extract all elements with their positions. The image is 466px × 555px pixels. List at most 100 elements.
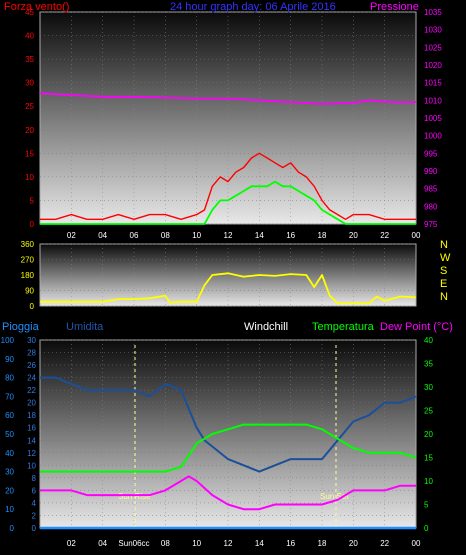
sun-markers: Sun Rise Sun Set xyxy=(118,345,349,528)
wind-tick-label: 0 xyxy=(30,220,35,229)
sunset-label: Sun Set xyxy=(320,492,349,501)
pressure-tick-label: 975 xyxy=(424,220,438,229)
pressure-axis-title: Pressione xyxy=(370,1,419,13)
rain-tick-label: 80 xyxy=(5,374,14,383)
humidity-tick-label: 14 xyxy=(27,436,36,445)
x-tick-label: 22 xyxy=(380,539,389,548)
rain-tick-label: 40 xyxy=(5,449,14,458)
pressure-tick-label: 1020 xyxy=(424,61,442,70)
humidity-tick-label: 22 xyxy=(27,386,36,395)
pressure-tick-label: 1005 xyxy=(424,114,442,123)
humidity-tick-label: 16 xyxy=(27,424,36,433)
wind-gust-line xyxy=(40,180,416,225)
temp-humidity-grid xyxy=(40,339,416,529)
rain-tick-label: 20 xyxy=(5,486,14,495)
x-tick-label: 10 xyxy=(192,231,201,240)
pressure-line xyxy=(39,92,417,105)
x-tick-label: 12 xyxy=(224,231,233,240)
direction-tick-label: 360 xyxy=(21,240,35,249)
humidity-line xyxy=(40,376,417,473)
temperature-tick-label: 5 xyxy=(424,501,429,510)
x-tick-label: 22 xyxy=(380,231,389,240)
rain-tick-label: 50 xyxy=(5,430,14,439)
humidity-tick-label: 30 xyxy=(27,336,36,345)
x-tick-label: 14 xyxy=(255,231,264,240)
wind-direction-grid xyxy=(40,243,416,307)
x-tick-label: 08 xyxy=(161,231,170,240)
direction-tick-label: 270 xyxy=(21,256,35,265)
x-tick-label: 18 xyxy=(318,539,327,548)
pressure-tick-label: 995 xyxy=(424,149,438,158)
wind-tick-label: 20 xyxy=(25,126,34,135)
temperature-tick-label: 40 xyxy=(424,336,433,345)
rain-tick-label: 0 xyxy=(10,524,15,533)
pressure-tick-label: 985 xyxy=(424,185,438,194)
rain-axis-title: Pioggia xyxy=(2,321,40,333)
x-tick-label: 08 xyxy=(161,539,170,548)
humidity-tick-label: 18 xyxy=(27,411,36,420)
temperature-line xyxy=(40,423,417,473)
temperature-tick-label: 0 xyxy=(424,524,429,533)
wind-pressure-x-ticks: 02 04 06 08 10 12 14 16 18 20 22 00 xyxy=(67,231,421,240)
direction-tick-label: 180 xyxy=(21,271,35,280)
x-tick-label: 18 xyxy=(318,231,327,240)
rain-tick-label: 30 xyxy=(5,468,14,477)
sunrise-label: Sun Rise xyxy=(118,492,151,501)
wind-direction-line xyxy=(40,272,417,305)
wind-tick-label: 15 xyxy=(25,149,34,158)
x-tick-label: 00 xyxy=(412,539,421,548)
direction-tick-label: 90 xyxy=(25,287,34,296)
pressure-tick-label: 1000 xyxy=(424,132,442,141)
humidity-tick-label: 4 xyxy=(32,499,37,508)
compass-letter: N xyxy=(440,291,448,303)
compass-letter: W xyxy=(440,252,451,264)
wind-tick-label: 10 xyxy=(25,173,34,182)
wind-speed-line xyxy=(40,152,416,221)
direction-tick-label: 0 xyxy=(30,302,35,311)
humidity-tick-label: 12 xyxy=(27,449,36,458)
pressure-tick-label: 1030 xyxy=(424,26,442,35)
temperature-tick-label: 35 xyxy=(424,360,433,369)
pressure-tick-label: 1025 xyxy=(424,43,442,52)
temperature-tick-label: 25 xyxy=(424,407,433,416)
temperature-tick-label: 20 xyxy=(424,430,433,439)
pressure-tick-label: 990 xyxy=(424,167,438,176)
compass-letter: S xyxy=(440,265,447,277)
x-tick-label: 00 xyxy=(412,231,421,240)
humidity-tick-label: 26 xyxy=(27,361,36,370)
humidity-tick-label: 24 xyxy=(27,374,36,383)
humidity-axis-title: Umidita xyxy=(66,321,104,333)
temperature-axis-title: Temperatura xyxy=(312,321,375,333)
x-tick-label: 14 xyxy=(255,539,264,548)
temp-humidity-series xyxy=(40,376,417,530)
humidity-tick-label: 0 xyxy=(32,524,37,533)
compass-letter: E xyxy=(440,278,447,290)
humidity-tick-label: 10 xyxy=(27,461,36,470)
pressure-tick-label: 980 xyxy=(424,202,438,211)
temperature-tick-label: 10 xyxy=(424,477,433,486)
wind-tick-label: 5 xyxy=(30,196,35,205)
humidity-tick-label: 2 xyxy=(32,511,37,520)
x-tick-label: 06 xyxy=(130,231,139,240)
sunrise-tick-label: Sun06cc xyxy=(118,539,149,548)
windchill-axis-title: Windchill xyxy=(244,321,288,333)
temperature-right-axis-ticks: 0 5 10 15 20 25 30 35 40 xyxy=(424,336,433,533)
wind-tick-label: 30 xyxy=(25,79,34,88)
chart-title: 24 hour graph day: 06 Aprile 2016 xyxy=(170,1,336,13)
direction-left-axis-ticks: 0 90 180 270 360 xyxy=(21,240,35,311)
humidity-tick-label: 8 xyxy=(32,474,37,483)
x-tick-label: 20 xyxy=(349,539,358,548)
wind-tick-label: 25 xyxy=(25,102,34,111)
rain-tick-label: 70 xyxy=(5,392,14,401)
wind-tick-label: 35 xyxy=(25,55,34,64)
x-tick-label: 04 xyxy=(98,231,107,240)
wind-tick-label: 40 xyxy=(25,32,34,41)
x-tick-label: 02 xyxy=(67,231,76,240)
rain-tick-label: 60 xyxy=(5,411,14,420)
wind-direction-series xyxy=(40,272,417,305)
